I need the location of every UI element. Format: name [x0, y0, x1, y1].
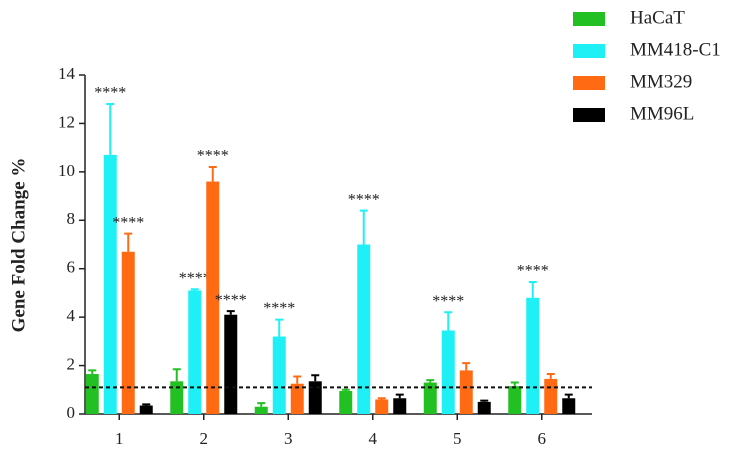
- legend-swatch: [573, 12, 605, 26]
- bar: [224, 314, 238, 414]
- error-bar: [275, 318, 284, 337]
- error-bar: [172, 368, 181, 382]
- significance-label: ****: [179, 270, 211, 287]
- bar: [188, 290, 202, 414]
- x-tick-label: 5: [453, 429, 462, 448]
- error-bar: [88, 369, 97, 375]
- error-bar: [311, 374, 320, 382]
- legend-label: HaCaT: [630, 7, 685, 28]
- error-bar: [341, 388, 350, 391]
- significance-label: ****: [517, 263, 549, 280]
- error-bar: [142, 403, 151, 406]
- y-tick-label: 12: [58, 112, 75, 131]
- bar: [308, 381, 322, 414]
- bar: [393, 398, 407, 414]
- error-bar: [377, 397, 386, 400]
- y-tick-label: 0: [67, 403, 76, 422]
- y-tick-label: 14: [58, 64, 76, 83]
- bar: [526, 297, 540, 414]
- error-bar: [444, 311, 453, 331]
- error-bar: [208, 166, 217, 182]
- bar: [423, 382, 437, 414]
- bar: [477, 401, 491, 414]
- error-bar: [480, 399, 489, 402]
- y-tick-label: 2: [67, 354, 76, 373]
- bar: [139, 405, 153, 414]
- significance-label: ****: [94, 85, 126, 102]
- error-bar: [564, 393, 573, 399]
- bar: [85, 374, 99, 414]
- error-bar: [395, 393, 404, 399]
- bar: [170, 381, 184, 414]
- error-bar: [546, 373, 555, 379]
- significance-label: ****: [197, 148, 229, 165]
- error-bar: [510, 381, 519, 387]
- bar: [339, 390, 353, 414]
- error-bar: [426, 379, 435, 383]
- bar: [459, 370, 473, 414]
- y-tick-label: 8: [67, 209, 76, 228]
- legend-label: MM96L: [630, 103, 694, 124]
- bar: [544, 378, 558, 414]
- legend-label: MM418-C1: [630, 39, 721, 60]
- bar: [254, 406, 268, 414]
- bar: [375, 399, 389, 414]
- bar: [357, 244, 371, 414]
- significance-label: ****: [348, 191, 380, 208]
- x-tick-label: 3: [284, 429, 293, 448]
- error-bar: [106, 103, 115, 155]
- error-bar: [528, 281, 537, 298]
- x-tick-label: 4: [369, 429, 378, 448]
- legend-swatch: [573, 108, 605, 122]
- x-tick-label: 6: [538, 429, 547, 448]
- y-axis-label: Gene Fold Change %: [8, 158, 29, 333]
- y-tick-label: 4: [67, 306, 76, 325]
- error-bar: [293, 375, 302, 384]
- error-bar: [462, 362, 471, 371]
- error-bar: [359, 209, 368, 245]
- bar: [103, 154, 117, 414]
- significance-label: ****: [215, 292, 247, 309]
- bar: [441, 330, 455, 414]
- bar: [121, 251, 135, 414]
- legend-swatch: [573, 44, 605, 58]
- y-tick-label: 10: [58, 161, 75, 180]
- x-tick-label: 1: [115, 429, 124, 448]
- bar: [290, 383, 304, 414]
- bar: [508, 386, 522, 414]
- x-tick-label: 2: [200, 429, 209, 448]
- error-bar: [124, 232, 133, 252]
- y-tick-label: 6: [67, 258, 76, 277]
- error-bar: [226, 310, 235, 315]
- significance-label: ****: [112, 214, 144, 231]
- legend-label: MM329: [630, 71, 692, 92]
- bar: [206, 181, 220, 414]
- bar: [562, 398, 576, 414]
- significance-label: ****: [263, 300, 295, 317]
- bar: [272, 336, 286, 414]
- error-bar: [257, 402, 266, 407]
- error-bar: [190, 288, 199, 291]
- legend-swatch: [573, 76, 605, 90]
- significance-label: ****: [432, 293, 464, 310]
